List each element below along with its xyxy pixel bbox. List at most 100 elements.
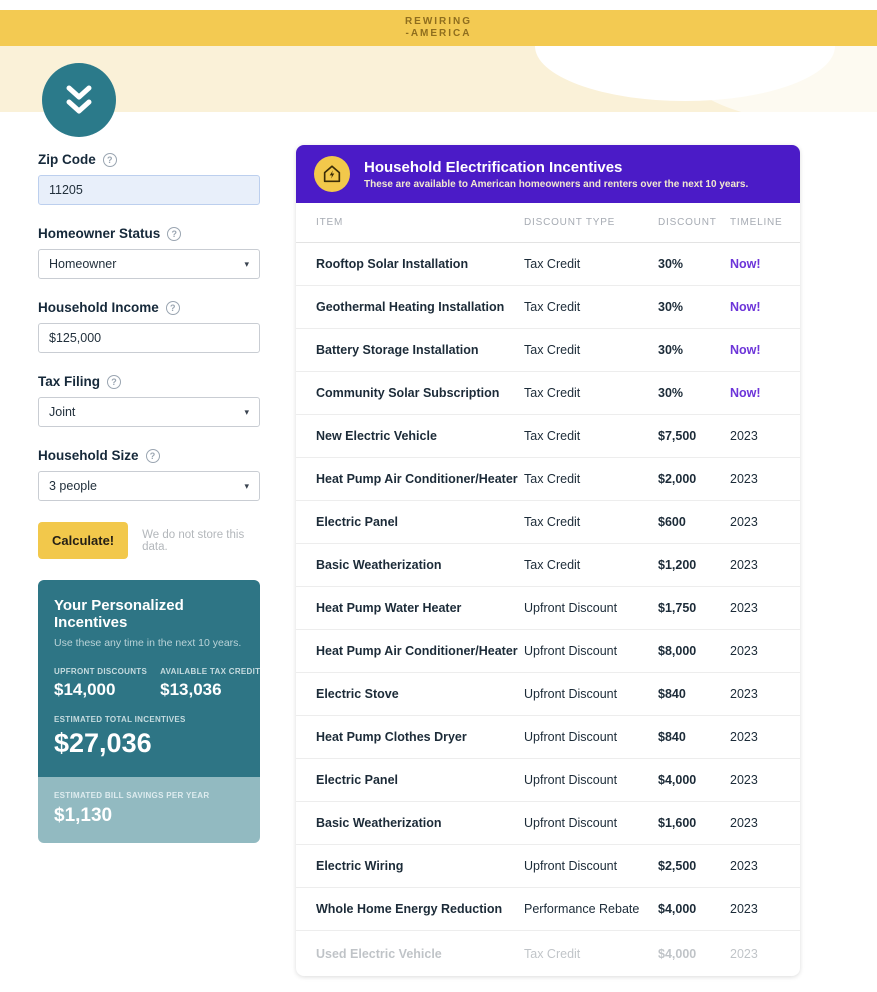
row-discount: $4,000: [658, 902, 697, 916]
homeowner-status-label: Homeowner Status: [38, 226, 161, 241]
row-discount-type: Tax Credit: [524, 472, 581, 486]
tax-filing-select[interactable]: Joint ▾: [38, 397, 260, 427]
incentives-card: Household Electrification Incentives The…: [296, 145, 800, 976]
row-discount-type: Upfront Discount: [524, 859, 618, 873]
row-discount-type: Tax Credit: [524, 946, 581, 961]
column-header-timeline: TIMELINE: [730, 217, 783, 228]
row-timeline: 2023: [730, 429, 758, 443]
table-row: Heat Pump Water Heater Upfront Discount …: [296, 587, 800, 630]
total-incentives-value: $27,036: [54, 728, 152, 758]
zip-code-label-row: Zip Code ?: [38, 152, 260, 167]
row-item: Whole Home Energy Reduction: [316, 902, 503, 916]
table-row: Electric Panel Upfront Discount $4,000 2…: [296, 759, 800, 802]
row-item: Electric Wiring: [316, 859, 404, 873]
row-discount-type: Tax Credit: [524, 558, 581, 572]
column-header-discount: DISCOUNT: [658, 217, 717, 228]
row-discount: $1,750: [658, 601, 697, 615]
help-icon[interactable]: ?: [165, 300, 180, 315]
row-discount: $4,000: [658, 946, 697, 961]
household-size-select[interactable]: 3 people ▾: [38, 471, 260, 501]
homeowner-status-label-row: Homeowner Status ?: [38, 226, 260, 241]
top-yellow-banner: Rewiring -America: [0, 10, 877, 46]
incentives-card-header: Household Electrification Incentives The…: [296, 145, 800, 203]
row-discount: $2,000: [658, 472, 697, 486]
zip-code-input[interactable]: [38, 175, 260, 205]
bill-savings-value: $1,130: [54, 805, 113, 826]
column-header-discount-type: DISCOUNT TYPE: [524, 217, 616, 228]
row-item: Geothermal Heating Installation: [316, 300, 505, 314]
upfront-discounts-value: $14,000: [54, 680, 116, 699]
row-discount-type: Performance Rebate: [524, 902, 640, 916]
rewiring-america-logo: Rewiring -America: [405, 16, 472, 40]
results-main-section: Your Personalized Incentives Use these a…: [38, 580, 260, 777]
row-item: Electric Panel: [316, 515, 398, 529]
table-row: Basic Weatherization Upfront Discount $1…: [296, 802, 800, 845]
house-bolt-icon: [314, 156, 350, 192]
row-discount: $7,500: [658, 429, 697, 443]
household-income-input[interactable]: [38, 323, 260, 353]
table-row: Electric Stove Upfront Discount $840 202…: [296, 673, 800, 716]
row-item: Heat Pump Air Conditioner/Heater: [316, 644, 518, 658]
incentives-column-headers: ITEM DISCOUNT TYPE DISCOUNT TIMELINE: [296, 203, 800, 243]
tax-filing-value: Joint: [49, 405, 76, 419]
row-discount: $1,200: [658, 558, 697, 572]
incentives-card-header-text: Household Electrification Incentives The…: [364, 159, 748, 190]
row-item: Used Electric Vehicle: [316, 946, 442, 961]
row-discount-type: Upfront Discount: [524, 601, 618, 615]
table-row: Basic Weatherization Tax Credit $1,200 2…: [296, 544, 800, 587]
help-icon[interactable]: ?: [107, 374, 122, 389]
tax-credits-value: $13,036: [160, 680, 222, 699]
row-timeline: Now!: [730, 343, 761, 357]
calculate-button[interactable]: Calculate!: [38, 522, 129, 559]
row-timeline: 2023: [730, 902, 758, 916]
row-discount-type: Upfront Discount: [524, 644, 618, 658]
homeowner-status-select[interactable]: Homeowner ▾: [38, 249, 260, 279]
row-timeline: 2023: [730, 859, 758, 873]
household-income-label: Household Income: [38, 300, 159, 315]
row-item: Electric Stove: [316, 687, 399, 701]
help-icon[interactable]: ?: [167, 226, 182, 241]
row-discount-type: Tax Credit: [524, 257, 581, 271]
household-size-label: Household Size: [38, 448, 139, 463]
zip-code-label: Zip Code: [38, 152, 96, 167]
column-header-item: ITEM: [316, 217, 344, 228]
help-icon[interactable]: ?: [102, 152, 117, 167]
row-discount-type: Tax Credit: [524, 343, 581, 357]
personalized-incentives-panel: Your Personalized Incentives Use these a…: [38, 580, 260, 843]
row-timeline: 2023: [730, 601, 758, 615]
row-timeline: 2023: [730, 773, 758, 787]
row-discount-type: Upfront Discount: [524, 687, 618, 701]
results-subtitle: Use these any time in the next 10 years.: [54, 637, 242, 649]
help-icon[interactable]: ?: [145, 448, 160, 463]
scroll-down-button[interactable]: [42, 63, 116, 137]
chevron-down-icon: ▾: [244, 258, 249, 269]
household-size-label-row: Household Size ?: [38, 448, 260, 463]
logo-line-2: -America: [405, 28, 472, 39]
cloud-decoration-2: [680, 46, 877, 112]
row-discount: $8,000: [658, 644, 697, 658]
calculate-row: Calculate! We do not store this data.: [38, 522, 260, 559]
row-timeline: 2023: [730, 816, 758, 830]
row-timeline: 2023: [730, 644, 758, 658]
row-discount: $840: [658, 687, 686, 701]
data-disclaimer: We do not store this data.: [142, 528, 245, 553]
tax-credits-label: AVAILABLE TAX CREDITS: [160, 667, 260, 676]
row-timeline: 2023: [730, 515, 758, 529]
row-discount-type: Tax Credit: [524, 515, 581, 529]
row-item: Battery Storage Installation: [316, 343, 479, 357]
row-discount: $840: [658, 730, 686, 744]
tax-filing-label: Tax Filing: [38, 374, 101, 389]
upfront-discounts-block: UPFRONT DISCOUNTS $14,000: [54, 667, 147, 700]
table-row: Whole Home Energy Reduction Performance …: [296, 888, 800, 931]
row-item: Community Solar Subscription: [316, 386, 500, 400]
row-discount-type: Tax Credit: [524, 300, 581, 314]
double-chevron-down-icon: [66, 85, 92, 114]
table-row: Rooftop Solar Installation Tax Credit 30…: [296, 243, 800, 286]
total-incentives-label: ESTIMATED TOTAL INCENTIVES: [54, 715, 186, 724]
row-timeline: Now!: [730, 300, 761, 314]
row-item: Basic Weatherization: [316, 558, 442, 572]
upfront-discounts-label: UPFRONT DISCOUNTS: [54, 667, 148, 676]
table-row: Electric Wiring Upfront Discount $2,500 …: [296, 845, 800, 888]
row-timeline: 2023: [730, 730, 758, 744]
row-discount: 30%: [658, 386, 684, 400]
